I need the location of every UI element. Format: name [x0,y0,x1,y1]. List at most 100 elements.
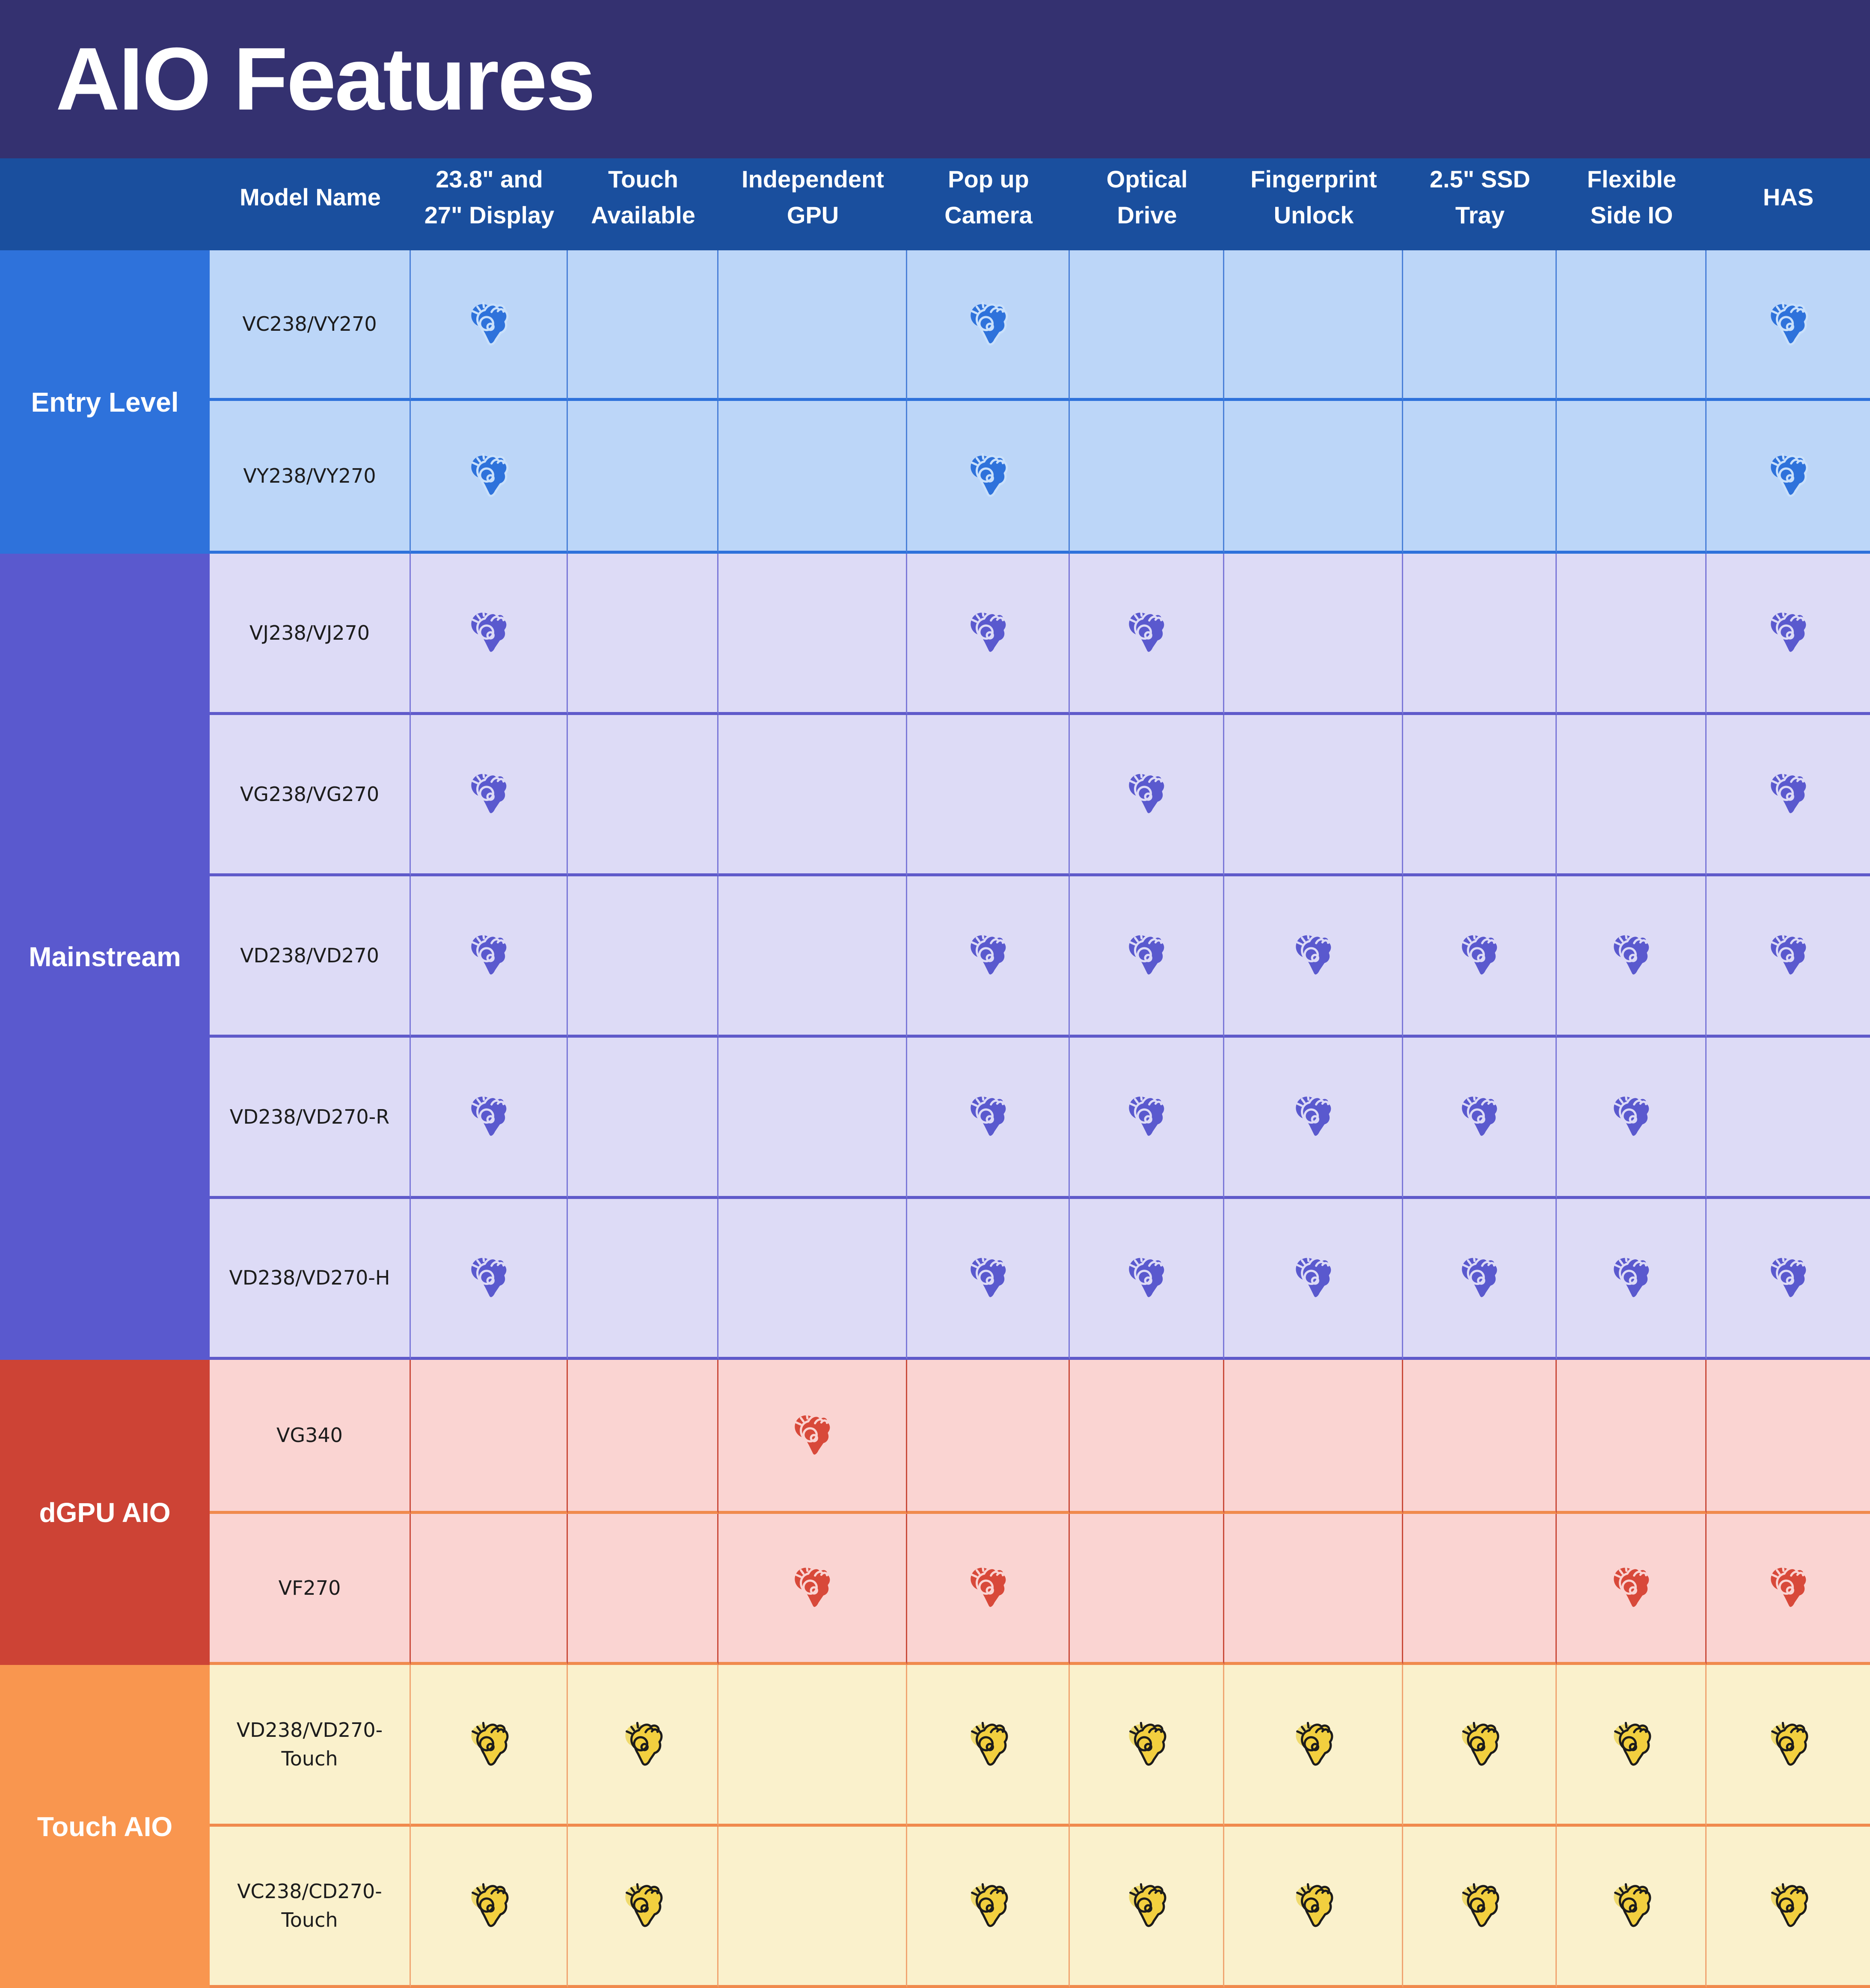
ok-hand-icon [471,1094,509,1138]
ok-hand-icon [471,610,509,654]
feature-cell-display-23-27 [411,1038,568,1199]
feature-cell-optical-drive [1070,250,1224,401]
ok-ring-hole [1629,1904,1637,1913]
feature-cell-popup-camera [907,250,1070,401]
ok-ring-hole [1786,631,1794,640]
ok-hand-icon [795,1412,832,1457]
ok-ring-hole [1311,954,1319,962]
finger-lines [490,1727,505,1733]
sparkle-rays [1771,453,1785,466]
feature-cell-ssd-tray [1403,1199,1557,1360]
ok-hand-icon [970,610,1008,654]
feature-cell-independent-gpu [718,1360,907,1514]
ok-hand-icon [1462,1883,1499,1927]
category-cell-dgpu-aio: dGPU AIO [0,1360,210,1665]
ok-hand-icon [1771,1883,1808,1927]
feature-cell-ssd-tray [1403,1360,1557,1514]
ok-ring-hole [1144,1742,1152,1751]
ok-hand-icon [1771,1255,1808,1299]
ok-ring-hole [1477,1904,1485,1913]
ok-hand-icon [1129,1255,1167,1299]
ok-hand-icon [1462,933,1499,977]
ok-hand-icon [471,933,509,977]
column-header-has: HAS [1707,158,1870,250]
ok-ring-hole [1311,1742,1319,1751]
sparkle-rays [1614,1883,1627,1896]
ok-hand-icon [1613,1565,1651,1609]
feature-cell-display-23-27 [411,1199,568,1360]
header-corner-cell [0,158,210,250]
finger-lines [1790,938,1805,944]
ok-hand-icon [970,1255,1008,1299]
feature-cell-flexible-side-io [1557,250,1707,401]
column-header-ssd-tray: 2.5" SSD Tray [1403,158,1557,250]
feature-cell-flexible-side-io [1557,715,1707,876]
ok-hand-icon [1462,1255,1499,1299]
model-name-label: VD238/VD270-Touch [236,1718,383,1770]
finger-lines [989,307,1004,313]
feature-cell-ssd-tray [1403,715,1557,876]
model-name-cell: VD238/VD270-Touch [210,1665,411,1827]
feature-cell-touch-available [568,1514,718,1665]
feature-cell-display-23-27 [411,876,568,1038]
finger-lines [1790,458,1805,465]
sparkle-rays [1771,1883,1785,1896]
category-cell-touch-aio: Touch AIO [0,1665,210,1988]
feature-cell-fingerprint-unlock [1224,1199,1403,1360]
ok-hand-icon [1129,1094,1167,1138]
feature-cell-touch-available [568,554,718,715]
model-name-cell: VD238/VD270-R [210,1038,411,1199]
ok-hand-icon [1771,933,1808,977]
ok-ring-hole [486,1904,495,1913]
feature-cell-optical-drive [1070,554,1224,715]
ok-hand-icon [970,933,1008,977]
ok-ring-hole [1786,474,1794,483]
sparkle-rays [971,1883,984,1896]
sparkle-rays [1462,1094,1476,1107]
model-name-label: VD238/VD270 [240,944,379,967]
model-name-cell: VC238/VY270 [210,250,411,401]
feature-cell-ssd-tray [1403,1514,1557,1665]
ok-ring-hole [1786,792,1794,801]
ok-ring-hole [486,954,495,962]
ok-ring-hole [486,1742,495,1751]
finger-lines [490,307,505,313]
ok-ring-hole [1786,1742,1794,1751]
model-name-cell: VG238/VG270 [210,715,411,876]
finger-lines [1481,938,1496,944]
sparkle-rays [795,1412,809,1426]
finger-lines [814,1570,828,1577]
sparkle-rays [1614,1721,1627,1735]
feature-cell-has [1707,876,1870,1038]
model-name-label: VY238/VY270 [243,464,376,487]
sparkle-rays [472,453,485,466]
ok-ring-hole [810,1586,818,1595]
sparkle-rays [472,301,485,315]
feature-cell-popup-camera [907,1827,1070,1988]
finger-lines [490,1261,505,1267]
finger-lines [989,1261,1004,1267]
ok-hand-icon [1613,933,1651,977]
model-name-label: VG238/VG270 [240,782,380,806]
ok-hand-icon [1295,1721,1333,1765]
feature-cell-display-23-27 [411,401,568,554]
sparkle-rays [472,610,485,623]
ok-ring-hole [1477,1276,1485,1285]
ok-ring-hole [1144,1276,1152,1285]
ok-hand-icon [1129,1883,1167,1927]
feature-cell-ssd-tray [1403,1665,1557,1827]
feature-cell-ssd-tray [1403,554,1557,715]
feature-cell-independent-gpu [718,1514,907,1665]
sparkle-rays [1614,1565,1627,1578]
sparkle-rays [971,301,984,315]
sparkle-rays [1296,1094,1309,1107]
ok-ring-hole [1144,1115,1152,1124]
ok-hand-icon [1771,771,1808,816]
ok-ring-hole [1311,1276,1319,1285]
finger-lines [644,1727,659,1733]
ok-ring-hole [1786,1586,1794,1595]
features-table: Model Name 23.8" and 27" Display Touch Ava… [0,158,1870,1988]
category-label: Touch AIO [37,1811,173,1842]
feature-cell-fingerprint-unlock [1224,715,1403,876]
model-name-cell: VD238/VD270-H [210,1199,411,1360]
